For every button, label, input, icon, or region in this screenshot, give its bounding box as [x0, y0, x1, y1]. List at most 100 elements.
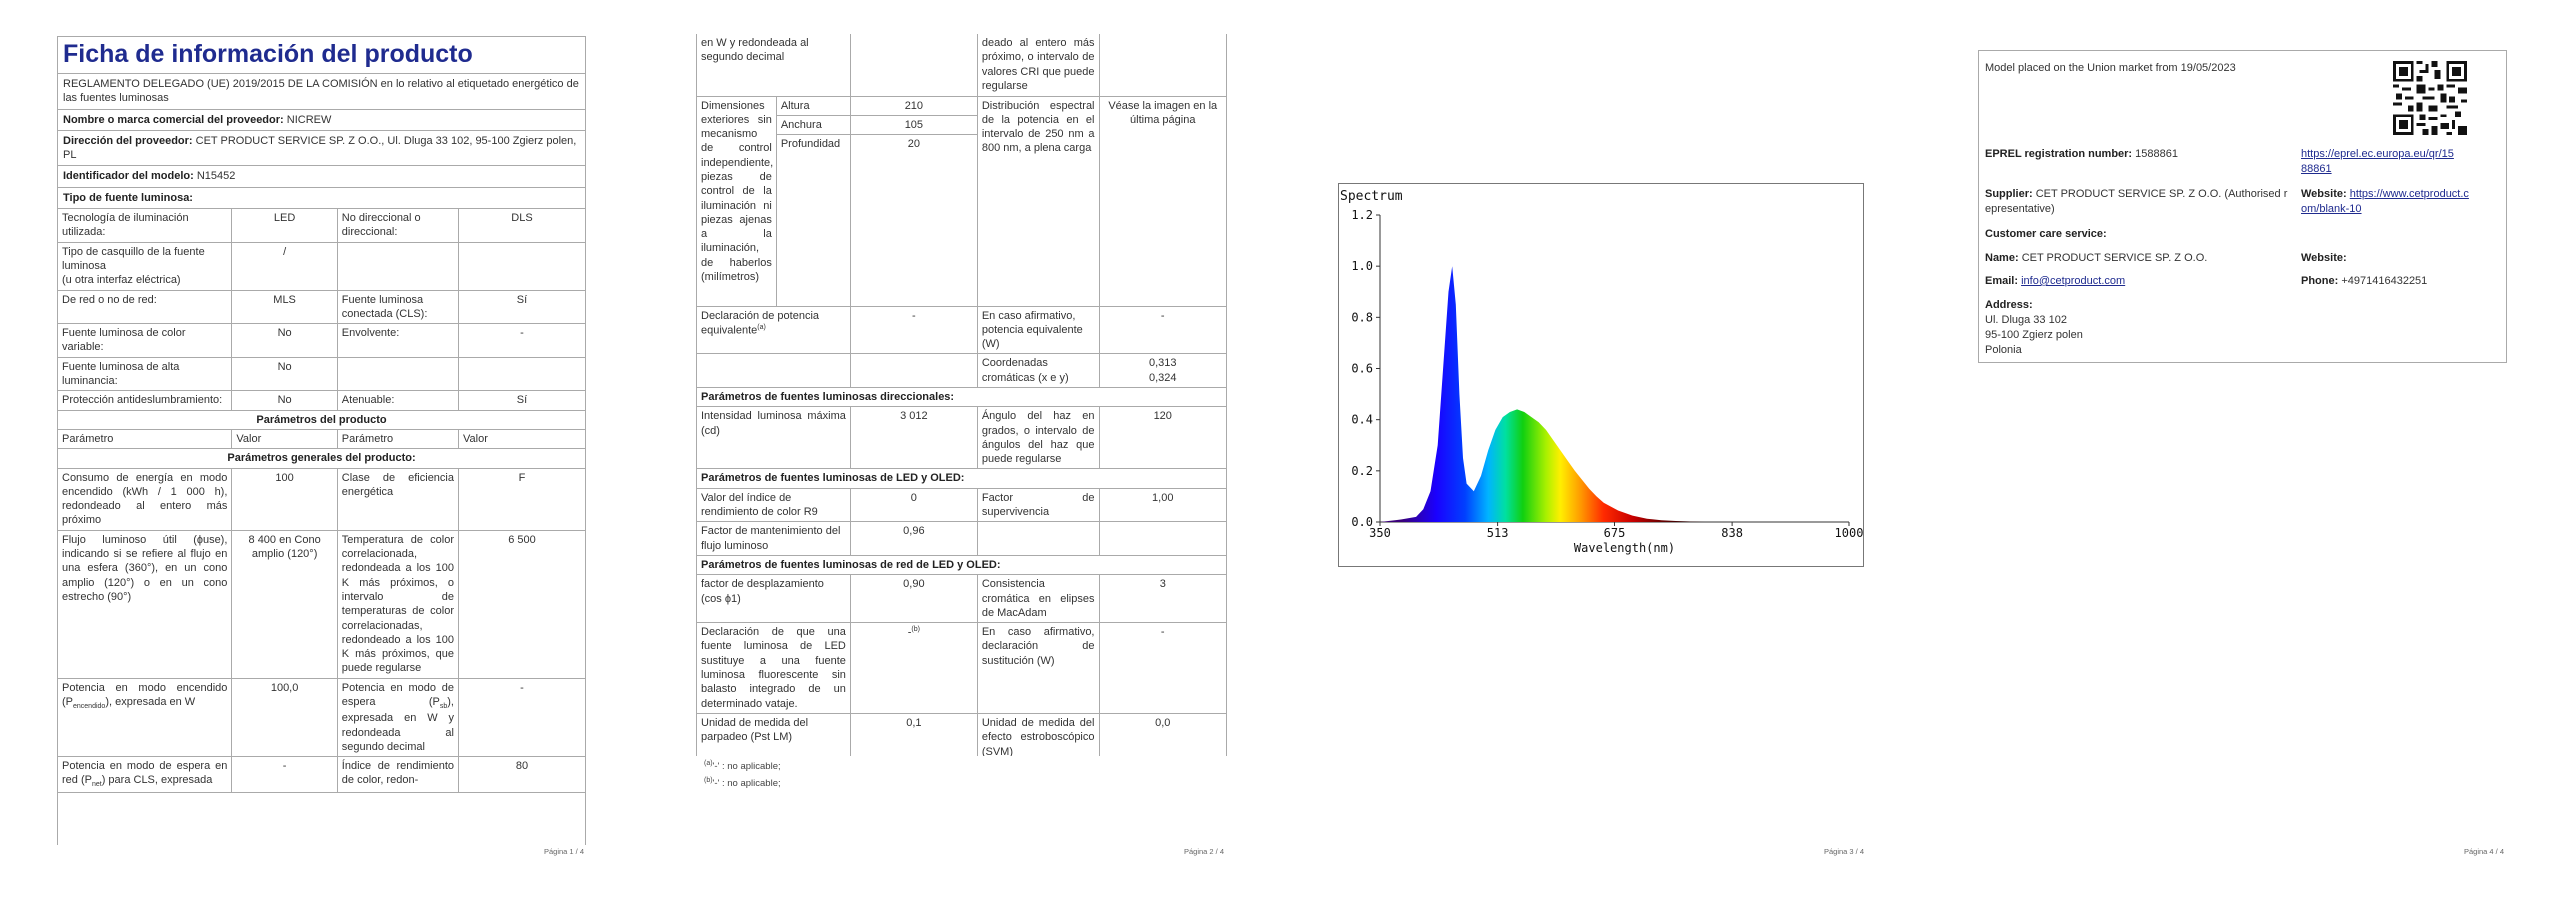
- y-tick-label: 0.8: [1351, 310, 1373, 324]
- cell-label: Ángulo del haz en grados, o intervalo de…: [976, 406, 1100, 470]
- cell-label: Fuente luminosa de alta luminancia:: [58, 356, 233, 392]
- cell-value: 120: [1098, 406, 1226, 470]
- cell-value: No: [231, 356, 338, 392]
- cc-phone-label: Phone:: [2301, 275, 2339, 287]
- table-row: Flujo luminoso útil (ɸuse), indicando si…: [58, 529, 585, 679]
- spectral-value: Véase la imagen en la última página: [1098, 95, 1226, 307]
- table-row: Declaración de que una fuente luminosa d…: [697, 622, 1226, 714]
- product-info-continued: en W y redondeada al segundo decimal dea…: [696, 34, 1227, 756]
- cell-label: Valor del índice de rendimiento de color…: [697, 487, 851, 523]
- cell-value: -: [1098, 305, 1226, 355]
- cell-empty: [976, 521, 1100, 556]
- cell-label: Consistencia cromática en elipses de Mac…: [976, 574, 1100, 624]
- cell-label: Coordenadas cromáticas (x e y): [976, 353, 1100, 388]
- table-row: Parámetros generales del producto:: [58, 448, 585, 469]
- cell-label: Fuente luminosa conectada (CLS):: [336, 289, 460, 325]
- eprel-link-line1[interactable]: https://eprel.ec.europa.eu/qr/15: [2301, 148, 2454, 160]
- column-header: Parámetro: [58, 428, 233, 450]
- cell-empty: [458, 241, 585, 291]
- cell-label: En caso afirmativo, declaración de susti…: [976, 622, 1100, 714]
- cc-email-link[interactable]: info@cetproduct.com: [2021, 275, 2126, 287]
- cell-label: Índice de rendimiento de color, redon-: [336, 756, 460, 793]
- cell-value: 100: [231, 467, 338, 531]
- cell-label: En caso afirmativo, potencia equivalente…: [976, 305, 1100, 355]
- supplier-address-label: Dirección del proveedor:: [63, 134, 193, 147]
- table-row: Dimensiones exteriores sin mecanismo de …: [697, 95, 1226, 307]
- cell-value: 80: [458, 756, 585, 793]
- chroma-y: 0,324: [1148, 371, 1177, 384]
- sheet-title: Ficha de información del producto: [58, 37, 585, 74]
- cell-label: Potencia en modo de espera en red (Pnet)…: [58, 756, 233, 793]
- equiv-label: Declaración de potencia equivalente: [701, 309, 820, 337]
- cell-label: Fuente luminosa de color variable:: [58, 323, 233, 358]
- y-tick-label: 1.2: [1351, 208, 1373, 222]
- cell-label: Declaración de que una fuente luminosa d…: [697, 622, 851, 714]
- standby-power-sub: sb: [439, 703, 448, 711]
- cell-empty: [849, 353, 978, 388]
- supplier-row: Supplier: CET PRODUCT SERVICE SP. Z O.O.…: [1985, 187, 2287, 217]
- params-table-continued: en W y redondeada al segundo decimal dea…: [697, 34, 1226, 756]
- cell-label: en W y redondeada al segundo decimal: [697, 34, 851, 97]
- cell-value: -(b): [849, 622, 978, 714]
- cell-empty: [336, 356, 460, 392]
- cell-empty: [849, 34, 978, 97]
- cell-label: Tipo de casquillo de la fuente luminosa (…: [58, 241, 233, 291]
- supplier-name: NICREW: [286, 113, 332, 126]
- standby-power-label-end: ), expresada en W y redondeada al segund…: [341, 695, 454, 753]
- cell-label: Clase de eficiencia energética: [336, 467, 460, 531]
- cell-label: Factor de mantenimiento del flujo lumino…: [697, 521, 851, 556]
- cell-empty: [458, 356, 585, 392]
- cell-value: No: [231, 323, 338, 358]
- replace-sup: (b): [911, 626, 920, 634]
- cell-value: 0,96: [849, 521, 978, 556]
- cell-label: No direccional o direccional:: [336, 208, 460, 243]
- cell-empty: [336, 241, 460, 291]
- cell-label: Factor de supervivencia: [976, 487, 1100, 523]
- cell-value: Sí: [458, 289, 585, 325]
- qr-code-icon[interactable]: [2393, 61, 2467, 135]
- standby-power-label: Potencia en modo de espera (P: [341, 681, 454, 708]
- cell-value: 8 400 en Cono amplio (120°): [231, 529, 338, 679]
- cell-value: LED: [231, 208, 338, 243]
- table-row: Coordenadas cromáticas (x e y) 0,313 0,32…: [697, 353, 1226, 388]
- cell-empty: [1098, 34, 1226, 97]
- cc-email-label: Email:: [1985, 275, 2019, 287]
- cell-label: deado al entero más próximo, o intervalo…: [976, 34, 1100, 97]
- cc-address-line: Polonia: [1985, 343, 2022, 356]
- customer-care-heading: Customer care service:: [1985, 228, 2107, 240]
- table-row: De red o no de red: MLS Fuente luminosa …: [58, 289, 585, 325]
- website-link-1[interactable]: https://www.cetproduct.c: [2349, 188, 2469, 200]
- y-tick-label: 0.4: [1351, 413, 1373, 427]
- cell-value: -: [231, 756, 338, 793]
- model-id: N15452: [196, 170, 236, 183]
- cell-value: DLS: [458, 208, 585, 243]
- website-link-2[interactable]: om/blank-10: [2301, 202, 2362, 215]
- supplier-address: CET PRODUCT SERVICE SP. Z O.O., Ul. Dlug…: [63, 134, 577, 162]
- cell-label: Protección antideslumbramiento:: [58, 390, 233, 411]
- model-id-row: Identificador del modelo: N15452: [58, 166, 585, 188]
- y-tick-label: 0.2: [1351, 464, 1373, 478]
- eprel-link[interactable]: https://eprel.ec.europa.eu/qr/15 88861: [2301, 147, 2454, 177]
- cell-value: 3: [1098, 574, 1226, 624]
- cell-value: 20: [849, 134, 978, 307]
- eprel-link-line2[interactable]: 88861: [2301, 162, 2332, 175]
- supplier-name-label: Nombre o marca comercial del proveedor:: [63, 113, 284, 126]
- cc-name-value: CET PRODUCT SERVICE SP. Z O.O.: [2021, 252, 2208, 264]
- net-standby-label: Potencia en modo de espera en red (P: [62, 760, 228, 787]
- cell-label: De red o no de red:: [58, 289, 233, 325]
- cell-value: 0,1: [849, 712, 978, 756]
- cell-label: Declaración de potencia equivalente(a): [697, 305, 851, 355]
- cc-address: Address: Ul. Dluga 33 102 95-100 Zgierz …: [1985, 298, 2083, 357]
- supplier-value-2: epresentative): [1985, 202, 2055, 215]
- table-row: Parámetros de fuentes luminosas direccio…: [697, 386, 1226, 408]
- chroma-x: 0,313: [1148, 357, 1177, 370]
- page-1: Ficha de información del producto REGLAM…: [0, 0, 640, 872]
- cell-value: -: [1098, 622, 1226, 714]
- cell-value: 3 012: [849, 406, 978, 470]
- spectrum-chart: 0.0 0.2 0.4 0.6 0.8 1.0 1.2 350 513 675 838 1000 Spe…: [1338, 183, 1864, 567]
- supplier-value-1: CET PRODUCT SERVICE SP. Z O.O. (Authoris…: [2035, 188, 2288, 200]
- eprel-info-box: Model placed on the Union market from 19…: [1978, 50, 2507, 363]
- cell-value: 0,0: [1098, 712, 1226, 756]
- cc-address-line: Ul. Dluga 33 102: [1985, 313, 2067, 326]
- cap-type-note: (u otra interfaz eléctrica): [62, 274, 181, 287]
